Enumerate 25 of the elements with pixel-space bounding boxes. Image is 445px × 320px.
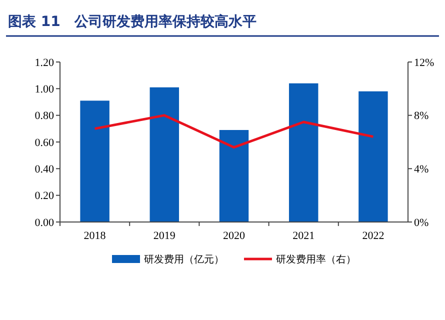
y-tick-label: 1.20: [34, 56, 54, 69]
bar: [80, 100, 110, 222]
x-tick-label: 2019: [153, 230, 176, 242]
y-tick-label: 0.40: [34, 164, 54, 176]
y2-tick-label: 4%: [414, 164, 429, 176]
y2-tick-label: 8%: [414, 110, 429, 122]
x-tick-label: 2020: [223, 230, 246, 242]
y-tick-label: 0.20: [34, 190, 54, 202]
bar: [288, 83, 318, 222]
x-tick-label: 2022: [362, 230, 384, 242]
bar: [358, 91, 388, 222]
x-tick-label: 2018: [84, 230, 106, 242]
y2-tick-label: 0%: [414, 216, 429, 229]
legend-label: 研发费用（亿元）: [144, 254, 224, 266]
y-tick-label: 1.00: [34, 84, 54, 96]
line-series: [94, 114, 374, 149]
bar: [150, 87, 180, 222]
legend-label: 研发费用率（右）: [276, 254, 356, 266]
x-tick-label: 2021: [292, 230, 315, 242]
y-tick-label: 0.60: [34, 136, 54, 149]
y-tick-label: 0.80: [34, 110, 54, 122]
bar: [219, 130, 249, 222]
y2-tick-label: 12%: [414, 56, 434, 69]
chart-title: 图表 11 公司研发费用率保持较高水平: [8, 13, 256, 30]
y-tick-label: 0.00: [34, 216, 54, 229]
